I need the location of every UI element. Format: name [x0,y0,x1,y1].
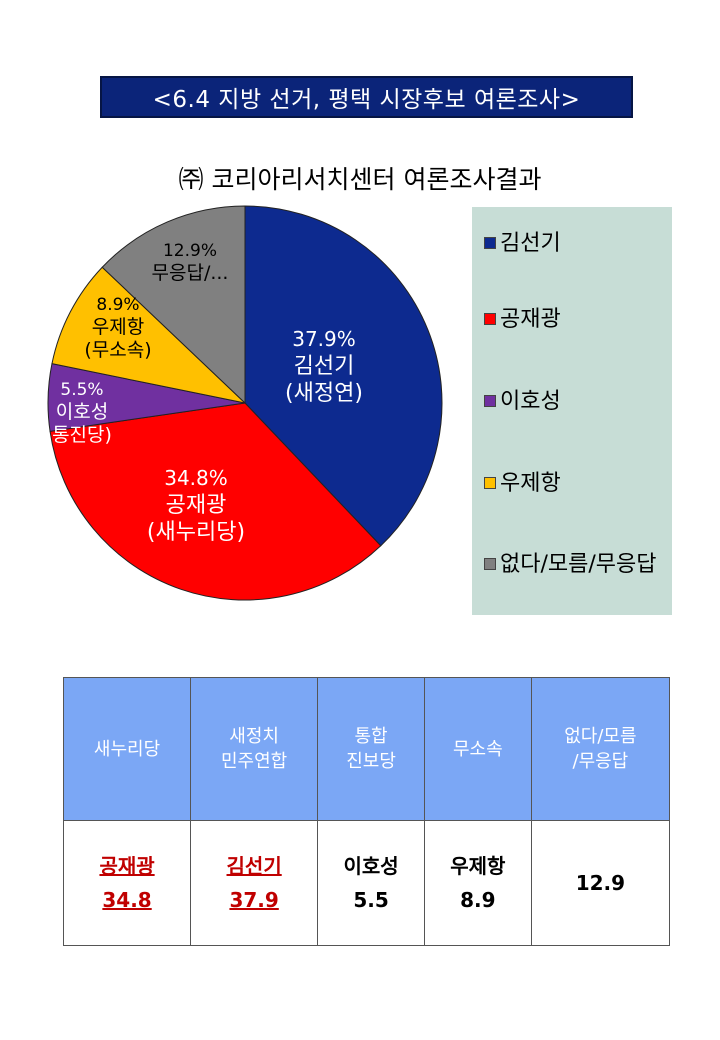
pie-label: 37.9% [292,327,356,351]
pie-slice-없다-모름-무응답 [101,205,246,405]
header-cell: 무소속 [423,677,532,821]
legend-swatch [484,395,496,407]
legend-item: 우제항 [484,469,670,498]
header-cell: 통합 진보당 [317,677,425,821]
candidate-name: 김선기 [226,854,282,878]
pie-slice-우제항 [51,266,247,404]
results-table: 새누리당 새정치 민주연합 통합 진보당 무소속 없다/모름/무응답 공재광 34.… [62,677,671,946]
pie-label: 공재광 [166,493,227,518]
result-cell: 공재광 34.8 [62,820,192,946]
legend-label: 공재광 [500,307,561,332]
legend-swatch [484,313,496,325]
pie-label: 5.5% [60,380,103,400]
legend-label: 없다/모름/무응답 [500,552,657,577]
pie-label: 김선기 [294,354,355,379]
header-cell: 새정치 민주연합 [190,677,319,821]
legend-swatch [484,477,496,489]
pie-label: 8.9% [96,295,139,315]
pie-label: 34.8% [164,466,228,490]
table-header-row: 새누리당 새정치 민주연합 통합 진보당 무소속 없다/모름/무응답 [62,677,671,821]
legend-swatch [484,237,496,249]
candidate-value: 37.9 [229,888,279,912]
legend-item: 김선기 [484,229,670,258]
candidate-value: 34.8 [102,888,152,912]
candidate-name: 우제항 [450,854,506,878]
candidate-name: 이호성 [343,854,399,878]
pie-label: (무소속) [84,339,151,361]
header-cell: 없다/모름/무응답 [530,677,671,821]
pie-label: 통진당) [52,424,112,446]
candidate-value: 8.9 [460,888,496,912]
pie-label: 우제항 [92,316,144,338]
header-cell: 새누리당 [62,677,192,821]
result-cell: 우제항 8.9 [423,820,532,946]
pie-label: (새정연) [285,381,363,406]
pie-label: 이호성 [56,401,108,423]
legend-label: 이호성 [500,389,561,414]
pie-slice-김선기 [244,205,443,547]
result-cell: 이호성 5.5 [317,820,425,946]
chart-legend: 김선기 공재광 이호성 우제항 없다/모름/무응답 [472,207,672,615]
pie-label: 무응답/... [152,262,229,284]
pie-label: 12.9% [163,241,217,261]
result-cell: 김선기 37.9 [190,820,319,946]
candidate-name: 공재광 [99,854,155,878]
legend-label: 우제항 [500,471,561,496]
pie-slice-공재광 [49,402,382,601]
table-row: 공재광 34.8 김선기 37.9 이호성 5.5 우제항 8.9 12.9 [62,820,671,946]
legend-item: 이호성 [484,387,670,416]
banner-title: <6.4 지방 선거, 평택 시장후보 여론조사> [152,87,581,113]
legend-item: 없다/모름/무응답 [484,550,670,579]
legend-swatch [484,558,496,570]
result-cell: 12.9 [530,820,671,946]
candidate-value: 12.9 [575,871,626,895]
chart-title: ㈜ 코리아리서치센터 여론조사결과 [178,165,542,194]
pie-label: (새누리당) [147,520,245,545]
legend-label: 김선기 [500,231,561,256]
survey-banner: <6.4 지방 선거, 평택 시장후보 여론조사> [100,76,633,118]
legend-item: 공재광 [484,305,670,334]
candidate-value: 5.5 [353,888,389,912]
